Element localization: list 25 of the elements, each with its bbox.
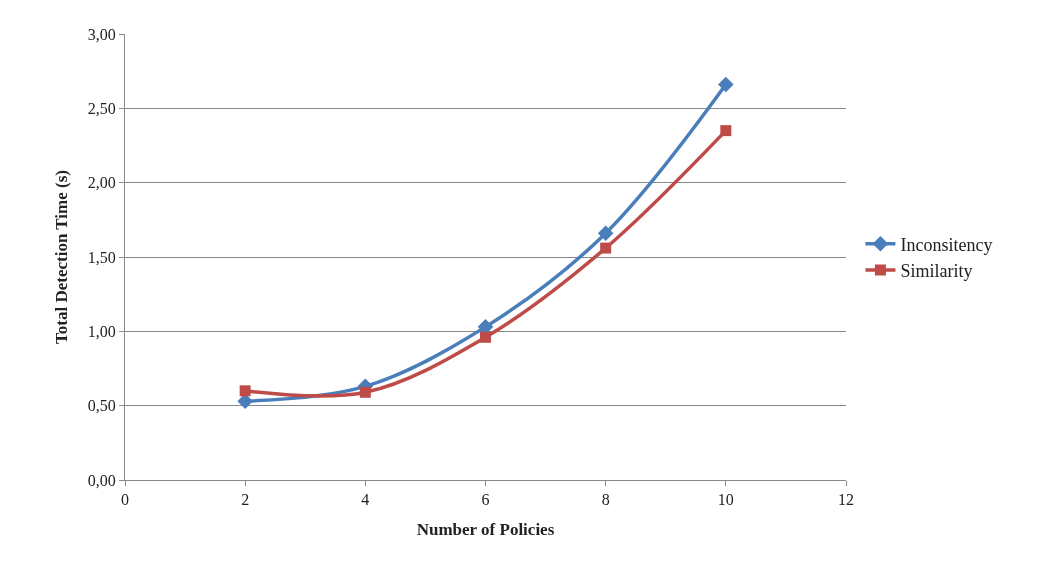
x-tick-label: 8 (601, 491, 610, 509)
x-tick-label: 10 (717, 491, 734, 509)
y-axis-title: Total Detection Time (s) (52, 170, 72, 344)
legend-label: Inconsitency (900, 234, 993, 255)
point (600, 242, 612, 254)
legend-label: Similarity (900, 261, 973, 282)
y-tick-label: 3,00 (87, 25, 116, 43)
point (597, 225, 614, 242)
y-tick-label: 0,00 (87, 471, 116, 489)
x-tick-label: 2 (241, 491, 250, 509)
x-tick-label: 0 (121, 491, 129, 509)
x-tick-label: 4 (361, 491, 370, 509)
y-tick-label: 1,00 (87, 322, 116, 340)
y-tick-label: 2,50 (87, 99, 116, 117)
x-tick-label: 12 (838, 491, 854, 509)
point (720, 125, 732, 137)
point (480, 331, 491, 343)
y-tick-label: 0,50 (87, 397, 116, 415)
y-tick-label: 1,50 (87, 248, 116, 266)
point (239, 385, 251, 397)
x-axis-title: Number of Policies (416, 519, 555, 539)
point (718, 76, 734, 93)
y-tick-label: 2,00 (87, 174, 116, 192)
point (359, 386, 371, 398)
x-tick-label: 6 (481, 491, 490, 509)
